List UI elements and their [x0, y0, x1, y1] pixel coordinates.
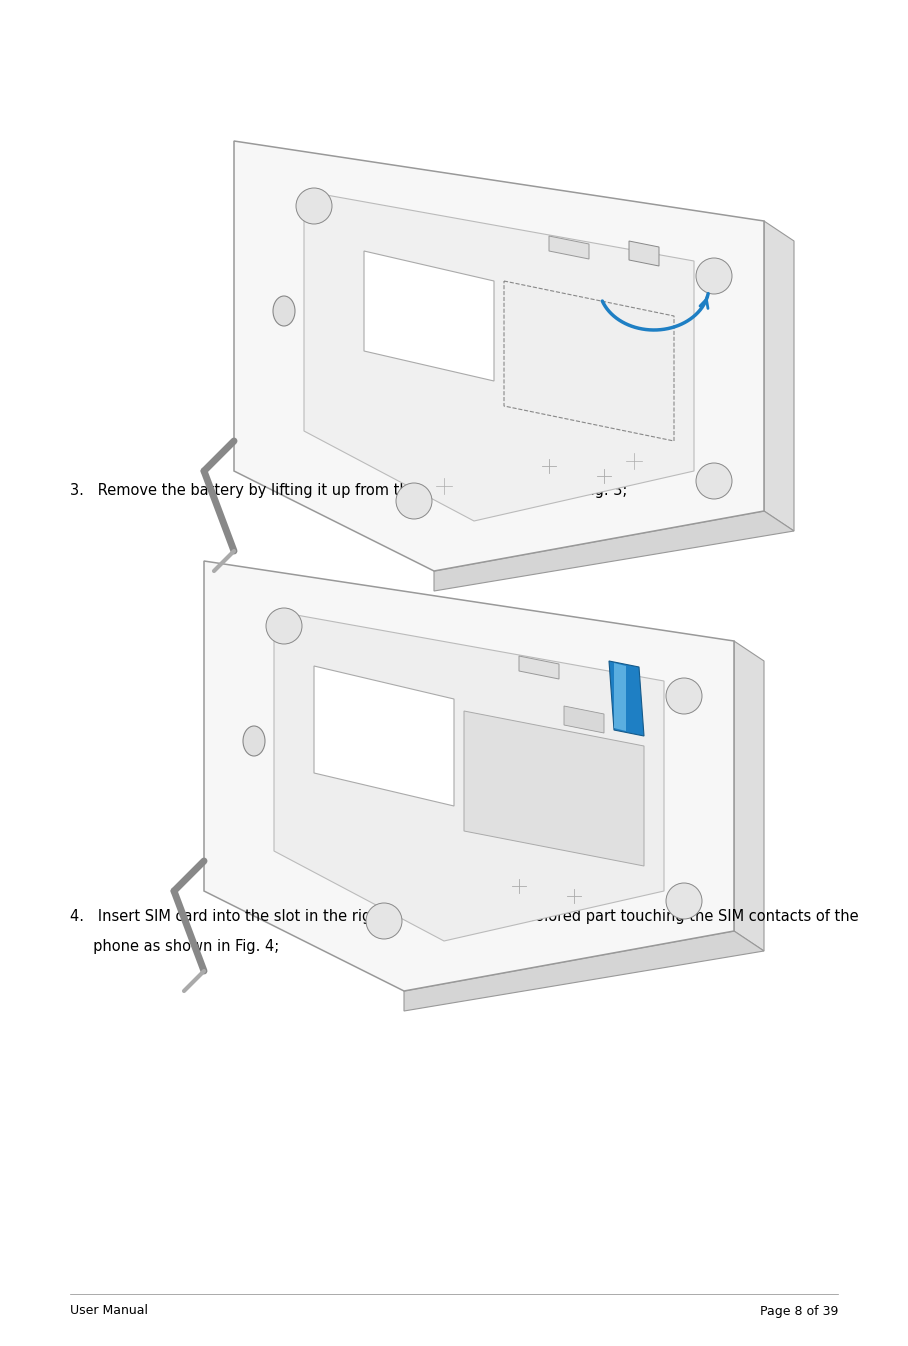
Text: User Manual: User Manual: [70, 1304, 148, 1318]
Polygon shape: [464, 711, 644, 865]
Circle shape: [396, 483, 432, 520]
Circle shape: [296, 188, 332, 223]
Polygon shape: [519, 656, 559, 678]
Polygon shape: [564, 707, 604, 734]
Text: 3.   Remove the battery by lifting it up from the side part as shown in Fig. 3;: 3. Remove the battery by lifting it up f…: [70, 483, 627, 498]
Polygon shape: [434, 511, 794, 591]
Polygon shape: [234, 141, 764, 571]
Polygon shape: [614, 664, 626, 731]
Circle shape: [266, 608, 302, 643]
Circle shape: [366, 903, 402, 940]
Text: Fig. 3: Fig. 3: [435, 874, 473, 888]
Polygon shape: [364, 250, 494, 381]
Polygon shape: [549, 236, 589, 258]
Text: 4.   Insert SIM card into the slot in the right side with the gold-colored part : 4. Insert SIM card into the slot in the …: [70, 909, 859, 923]
Text: phone as shown in Fig. 4;: phone as shown in Fig. 4;: [70, 938, 280, 953]
Polygon shape: [609, 661, 644, 736]
Text: Fig. 2: Fig. 2: [435, 454, 473, 468]
Circle shape: [696, 463, 732, 499]
Circle shape: [666, 678, 702, 713]
Polygon shape: [204, 561, 734, 991]
Polygon shape: [764, 221, 794, 532]
Polygon shape: [404, 931, 764, 1011]
Circle shape: [666, 883, 702, 919]
Text: Page 8 of 39: Page 8 of 39: [760, 1304, 838, 1318]
Polygon shape: [504, 281, 674, 441]
Ellipse shape: [273, 296, 295, 326]
Polygon shape: [274, 611, 664, 941]
Polygon shape: [629, 241, 659, 267]
Polygon shape: [304, 191, 694, 521]
Ellipse shape: [243, 725, 265, 756]
Polygon shape: [314, 666, 454, 806]
Circle shape: [696, 258, 732, 293]
Polygon shape: [734, 641, 764, 952]
